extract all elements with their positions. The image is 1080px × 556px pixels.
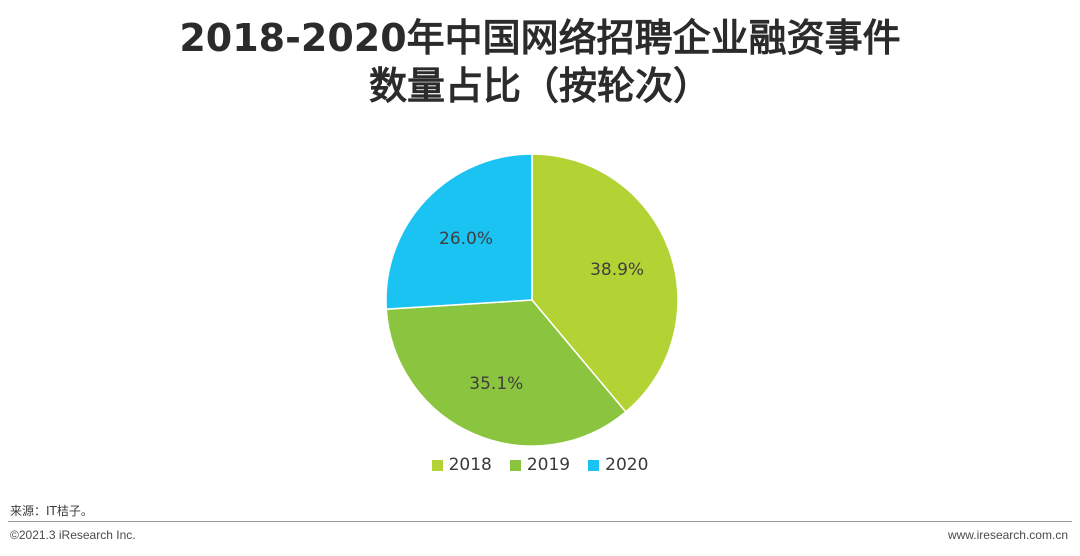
chart-title-line2: 数量占比（按轮次）: [368, 64, 711, 108]
pie-slice-2019: [385, 299, 627, 447]
legend: 2018 2019 2020: [0, 455, 1080, 475]
legend-label-2018: 2018: [448, 455, 492, 475]
chart-title-line1: 2018-2020年中国网络招聘企业融资事件: [179, 16, 901, 60]
pie-label-2020: 26.0%: [439, 229, 493, 249]
legend-item-2018: 2018: [431, 455, 492, 475]
website-link[interactable]: www.iresearch.com.cn: [947, 528, 1068, 542]
legend-item-2019: 2019: [509, 455, 571, 475]
legend-label-2020: 2020: [605, 455, 649, 475]
footer-divider: [8, 521, 1072, 522]
chart-title: 2018-2020年中国网络招聘企业融资事件 数量占比（按轮次）: [0, 14, 1080, 110]
legend-swatch-2019: [509, 459, 521, 471]
source-note: 来源：IT桔子。: [10, 504, 93, 518]
pie-slice-2018: [531, 153, 679, 413]
pie-label-2018: 38.9%: [590, 260, 644, 280]
copyright-text: ©2021.3 iResearch Inc.: [10, 528, 136, 542]
pie-label-2019: 35.1%: [469, 374, 523, 394]
pie-slice-2020: [385, 153, 533, 310]
legend-swatch-2020: [588, 459, 600, 471]
legend-label-2019: 2019: [526, 455, 571, 475]
legend-item-2020: 2020: [588, 455, 648, 475]
legend-swatch-2018: [431, 459, 443, 471]
